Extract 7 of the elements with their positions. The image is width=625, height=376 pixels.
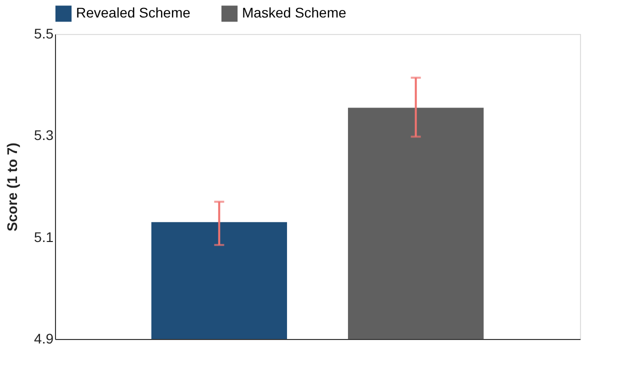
y-axis-title: Score (1 to 7) [4,142,20,232]
y-tick-label: 5.5 [34,26,54,42]
y-tick-label: 5.3 [34,127,54,144]
legend-label: Masked Scheme [242,4,346,21]
y-tick-label: 4.9 [34,330,54,346]
legend-label: Revealed Scheme [76,4,191,21]
y-tick-label: 5.1 [34,228,54,245]
